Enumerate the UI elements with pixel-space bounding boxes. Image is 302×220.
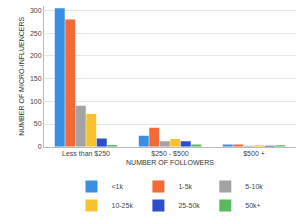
svg-text:100: 100 <box>30 98 42 105</box>
svg-text:$250 - $500: $250 - $500 <box>151 150 188 157</box>
svg-text:200: 200 <box>30 52 42 59</box>
svg-text:25-50k: 25-50k <box>178 202 200 209</box>
svg-text:5-10k: 5-10k <box>245 183 263 190</box>
svg-text:<1k: <1k <box>112 183 124 190</box>
svg-text:NUMBER OF FOLLOWERS: NUMBER OF FOLLOWERS <box>126 159 214 166</box>
svg-text:$500 +: $500 + <box>243 150 265 157</box>
svg-text:Less than $250: Less than $250 <box>62 150 110 157</box>
svg-text:10-25k: 10-25k <box>112 202 134 209</box>
svg-text:50: 50 <box>34 120 42 127</box>
svg-text:1-5k: 1-5k <box>178 183 192 190</box>
svg-text:0: 0 <box>38 143 42 150</box>
svg-text:250: 250 <box>30 30 42 37</box>
svg-text:NUMBER OF MICRO-INFLUENCERS: NUMBER OF MICRO-INFLUENCERS <box>18 17 25 136</box>
svg-text:50k+: 50k+ <box>245 202 260 209</box>
svg-text:300: 300 <box>30 7 42 14</box>
svg-text:150: 150 <box>30 75 42 82</box>
